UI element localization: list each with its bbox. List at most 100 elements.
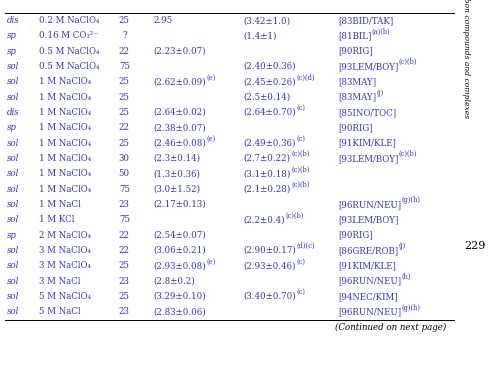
Text: 1 M NaClO₄: 1 M NaClO₄	[39, 169, 91, 179]
Text: sol: sol	[7, 292, 20, 301]
Text: sol: sol	[7, 215, 20, 224]
Text: (2.38±0.07): (2.38±0.07)	[154, 123, 206, 132]
Text: (1.4±1): (1.4±1)	[244, 31, 277, 41]
Text: [81BIL]: [81BIL]	[338, 31, 372, 41]
Text: sol: sol	[7, 200, 20, 209]
Text: (c): (c)	[297, 288, 306, 296]
Text: sol: sol	[7, 93, 20, 102]
Text: 22: 22	[119, 246, 130, 255]
Text: (2.23±0.07): (2.23±0.07)	[154, 47, 206, 56]
Text: 75: 75	[119, 185, 130, 194]
Text: 1 M NaClO₄: 1 M NaClO₄	[39, 185, 91, 194]
Text: (3.0±1.52): (3.0±1.52)	[154, 185, 200, 194]
Text: sol: sol	[7, 246, 20, 255]
Text: [94NEC/KIM]: [94NEC/KIM]	[338, 292, 398, 301]
Text: 25: 25	[119, 77, 130, 86]
Text: sol: sol	[7, 62, 20, 71]
Text: sol: sol	[7, 307, 20, 316]
Text: (2.45±0.26): (2.45±0.26)	[244, 77, 296, 86]
Text: (1.3±0.36): (1.3±0.36)	[154, 169, 200, 179]
Text: (c)(b): (c)(b)	[399, 58, 417, 66]
Text: (2.1±0.28): (2.1±0.28)	[244, 185, 291, 194]
Text: (c)(b): (c)(b)	[286, 211, 304, 219]
Text: (2.64±0.70): (2.64±0.70)	[244, 108, 296, 117]
Text: 1 M NaClO₄: 1 M NaClO₄	[39, 108, 91, 117]
Text: 22: 22	[119, 231, 130, 240]
Text: [90RIG]: [90RIG]	[338, 123, 372, 132]
Text: 23: 23	[119, 200, 130, 209]
Text: (e): (e)	[207, 258, 216, 266]
Text: 22: 22	[119, 123, 130, 132]
Text: 1 M NaClO₄: 1 M NaClO₄	[39, 77, 91, 86]
Text: [83BID/TAK]: [83BID/TAK]	[338, 16, 393, 25]
Text: [93LEM/BOY]: [93LEM/BOY]	[338, 154, 398, 163]
Text: (e): (e)	[207, 135, 216, 143]
Text: [96RUN/NEU]: [96RUN/NEU]	[338, 277, 401, 286]
Text: (2.83±0.06): (2.83±0.06)	[154, 307, 206, 316]
Text: (j): (j)	[398, 242, 406, 250]
Text: 23: 23	[119, 307, 130, 316]
Text: (h): (h)	[402, 273, 411, 281]
Text: [93LEM/BOY]: [93LEM/BOY]	[338, 62, 398, 71]
Text: 3 M NaClO₄: 3 M NaClO₄	[39, 246, 90, 255]
Text: 1 M KCl: 1 M KCl	[39, 215, 74, 224]
Text: (g)(h): (g)(h)	[402, 196, 421, 204]
Text: (c)(b): (c)(b)	[399, 150, 417, 158]
Text: (3.06±0.21): (3.06±0.21)	[154, 246, 206, 255]
Text: 1 M NaCl: 1 M NaCl	[39, 200, 80, 209]
Text: sol: sol	[7, 77, 20, 86]
Text: sol: sol	[7, 154, 20, 163]
Text: (c)(b): (c)(b)	[292, 181, 310, 189]
Text: 3 M NaCl: 3 M NaCl	[39, 277, 80, 286]
Text: (2.49±0.36): (2.49±0.36)	[244, 139, 296, 148]
Text: ?: ?	[122, 31, 126, 41]
Text: dis: dis	[7, 108, 20, 117]
Text: (d)(c): (d)(c)	[297, 242, 316, 250]
Text: (j): (j)	[376, 89, 384, 97]
Text: (2.54±0.07): (2.54±0.07)	[154, 231, 206, 240]
Text: (2.93±0.46): (2.93±0.46)	[244, 262, 296, 270]
Text: [91KIM/KLE]: [91KIM/KLE]	[338, 139, 396, 148]
Text: (2.93±0.08): (2.93±0.08)	[154, 262, 206, 270]
Text: [90RIG]: [90RIG]	[338, 231, 372, 240]
Text: 23: 23	[119, 277, 130, 286]
Text: sp: sp	[7, 31, 17, 41]
Text: 0.5 M NaClO₄: 0.5 M NaClO₄	[39, 47, 99, 56]
Text: [93LEM/BOY]: [93LEM/BOY]	[338, 215, 398, 224]
Text: (2.62±0.09): (2.62±0.09)	[154, 77, 206, 86]
Text: [83MAY]: [83MAY]	[338, 93, 376, 102]
Text: (c): (c)	[296, 135, 306, 143]
Text: (a)(b): (a)(b)	[372, 28, 390, 36]
Text: [90RIG]: [90RIG]	[338, 47, 372, 56]
Text: 2 M NaClO₄: 2 M NaClO₄	[39, 231, 91, 240]
Text: 25: 25	[119, 139, 130, 148]
Text: 25: 25	[119, 16, 130, 25]
Text: 229: 229	[464, 241, 485, 251]
Text: (2.90±0.17): (2.90±0.17)	[244, 246, 296, 255]
Text: (2.3±0.14): (2.3±0.14)	[154, 154, 200, 163]
Text: 5 M NaClO₄: 5 M NaClO₄	[39, 292, 91, 301]
Text: sol: sol	[7, 139, 20, 148]
Text: 1 M NaClO₄: 1 M NaClO₄	[39, 93, 91, 102]
Text: (c): (c)	[296, 258, 306, 266]
Text: 0.5 M NaClO₄: 0.5 M NaClO₄	[39, 62, 99, 71]
Text: dis: dis	[7, 16, 20, 25]
Text: sol: sol	[7, 262, 20, 270]
Text: (c)(b): (c)(b)	[291, 150, 310, 158]
Text: 25: 25	[119, 292, 130, 301]
Text: 5 M NaCl: 5 M NaCl	[39, 307, 80, 316]
Text: 25: 25	[119, 108, 130, 117]
Text: 12.1 Neptunium carbon compounds and complexes: 12.1 Neptunium carbon compounds and comp…	[462, 0, 470, 118]
Text: (3.42±1.0): (3.42±1.0)	[244, 16, 290, 25]
Text: [96RUN/NEU]: [96RUN/NEU]	[338, 307, 401, 316]
Text: 75: 75	[119, 215, 130, 224]
Text: (3.1±0.18): (3.1±0.18)	[244, 169, 291, 179]
Text: [96RUN/NEU]: [96RUN/NEU]	[338, 200, 401, 209]
Text: (e): (e)	[207, 74, 216, 81]
Text: [86GRE/ROB]: [86GRE/ROB]	[338, 246, 398, 255]
Text: [91KIM/KLE]: [91KIM/KLE]	[338, 262, 396, 270]
Text: (2.46±0.08): (2.46±0.08)	[154, 139, 206, 148]
Text: sol: sol	[7, 169, 20, 179]
Text: 2.95: 2.95	[154, 16, 173, 25]
Text: 3 M NaClO₄: 3 M NaClO₄	[39, 262, 90, 270]
